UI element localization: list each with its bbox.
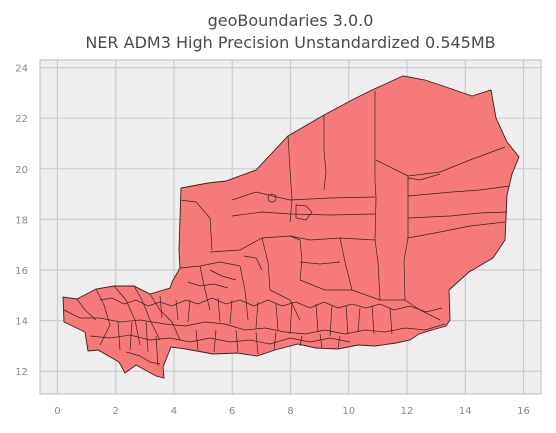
admin-boundaries bbox=[63, 91, 511, 367]
x-tick-label: 14 bbox=[459, 406, 472, 417]
x-tick-label: 4 bbox=[171, 406, 177, 417]
country-outline bbox=[62, 75, 520, 379]
x-tick-label: 12 bbox=[401, 406, 414, 417]
x-tick-label: 6 bbox=[229, 406, 235, 417]
y-tick-label: 24 bbox=[15, 64, 28, 75]
y-tick-label: 18 bbox=[15, 215, 28, 226]
x-tick-label: 2 bbox=[113, 406, 119, 417]
x-axis-ticks: 0 2 4 6 8 10 12 14 16 bbox=[54, 406, 530, 417]
y-tick-label: 16 bbox=[15, 266, 28, 277]
x-tick-label: 8 bbox=[287, 406, 293, 417]
y-tick-label: 12 bbox=[15, 367, 28, 378]
plot-frame bbox=[39, 59, 542, 395]
y-tick-label: 14 bbox=[15, 317, 28, 328]
map-title: geoBoundaries 3.0.0 bbox=[207, 11, 374, 30]
y-axis-ticks: 12 14 16 18 20 22 24 bbox=[15, 64, 28, 379]
x-tick-label: 10 bbox=[342, 406, 355, 417]
y-tick-label: 20 bbox=[15, 165, 28, 176]
x-tick-label: 16 bbox=[517, 406, 530, 417]
map-subtitle: NER ADM3 High Precision Unstandardized 0… bbox=[85, 33, 496, 52]
y-tick-label: 22 bbox=[15, 114, 28, 125]
x-tick-label: 0 bbox=[54, 406, 60, 417]
country-map bbox=[62, 75, 520, 379]
